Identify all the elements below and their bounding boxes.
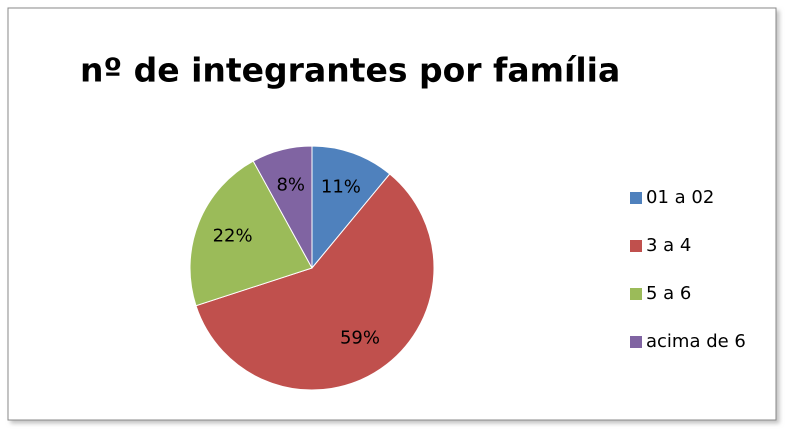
pie-slice: [195, 173, 435, 391]
chart-title: nº de integrantes por família: [80, 51, 620, 90]
data-label: 11%: [321, 177, 361, 198]
pie-slice: [311, 145, 391, 270]
data-label: 8%: [276, 174, 305, 195]
legend-label: 5 a 6: [646, 283, 691, 304]
legend-swatch: [630, 336, 642, 348]
data-label: 22%: [213, 226, 253, 247]
pie-slice: [189, 160, 313, 307]
legend-label: 3 a 4: [646, 235, 691, 256]
legend-swatch: [630, 192, 642, 204]
legend-label: acima de 6: [646, 331, 746, 352]
legend-swatch: [630, 288, 642, 300]
pie-slice: [252, 145, 313, 269]
legend-label: 01 a 02: [646, 187, 714, 208]
data-label: 59%: [340, 328, 380, 349]
legend-swatch: [630, 240, 642, 252]
